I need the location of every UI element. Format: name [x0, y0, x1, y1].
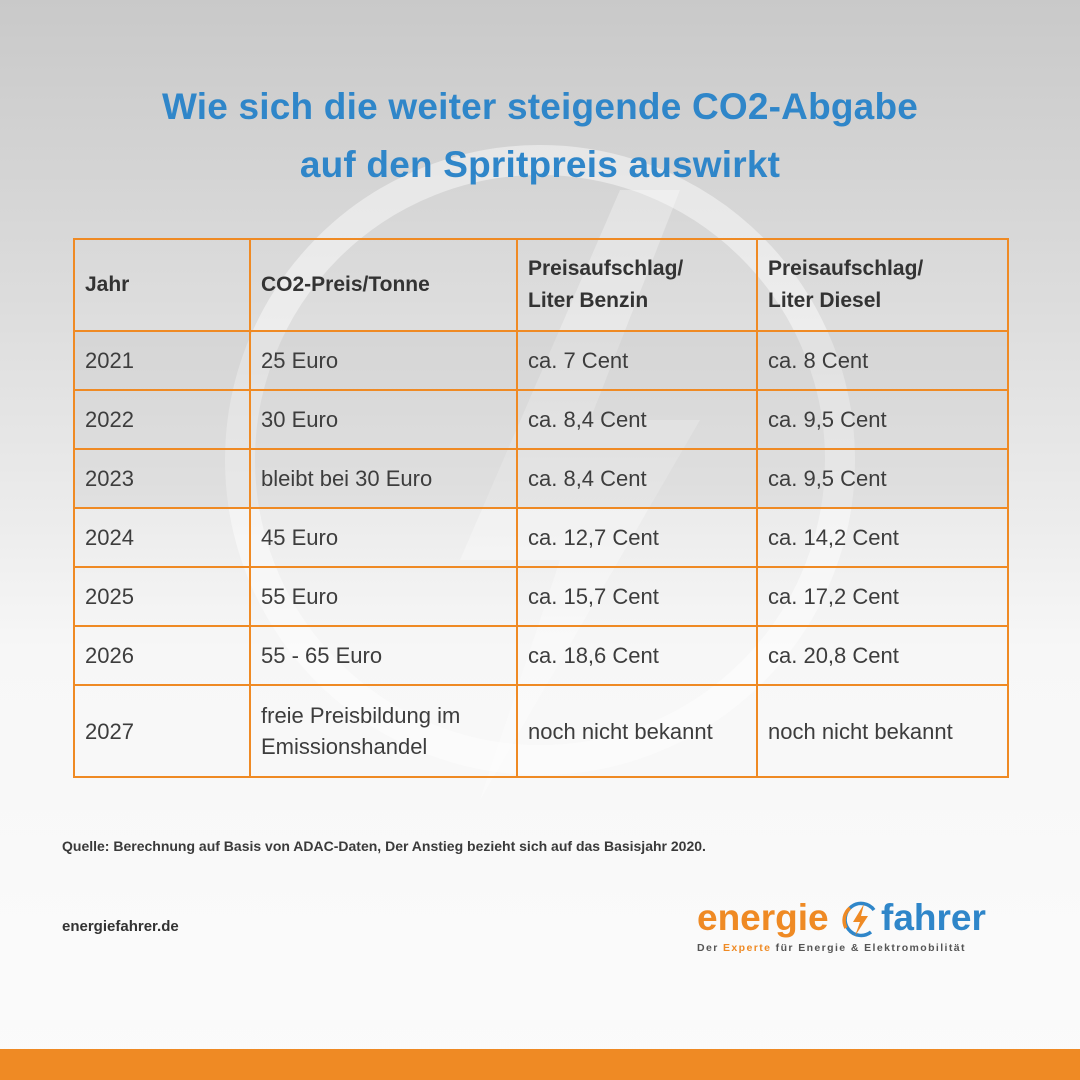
co2-price-table: Jahr CO2-Preis/Tonne Preisaufschlag/ Lit…: [73, 238, 1009, 778]
logo-word-energie: energie: [697, 897, 829, 938]
cell-diesel: ca. 20,8 Cent: [756, 625, 1009, 686]
cell-diesel: ca. 17,2 Cent: [756, 566, 1009, 627]
footer-orange-bar: [0, 1049, 1080, 1080]
table-header-row: Jahr CO2-Preis/Tonne Preisaufschlag/ Lit…: [73, 238, 1009, 332]
cell-co2-price-line-2: Emissionshandel: [261, 734, 428, 759]
cell-benzin: ca. 7 Cent: [516, 330, 758, 391]
cell-year: 2024: [73, 507, 251, 568]
cell-benzin: ca. 15,7 Cent: [516, 566, 758, 627]
header-benzin-line-1: Preisaufschlag/: [528, 257, 684, 280]
cell-diesel: ca. 8 Cent: [756, 330, 1009, 391]
table-row: 2027 freie Preisbildung im Emissionshand…: [73, 684, 1009, 778]
logo-tagline: Der Experte für Energie & Elektromobilit…: [697, 942, 966, 954]
header-diesel: Preisaufschlag/ Liter Diesel: [756, 238, 1009, 332]
header-benzin: Preisaufschlag/ Liter Benzin: [516, 238, 758, 332]
logo-word-fahrer: fahrer: [881, 897, 986, 938]
table-row: 2026 55 - 65 Euro ca. 18,6 Cent ca. 20,8…: [73, 625, 1009, 686]
title-line-2: auf den Spritpreis auswirkt: [299, 144, 781, 185]
energiefahrer-logo: energie fahrer Der Experte für Energie &…: [697, 896, 997, 962]
cell-benzin: ca. 8,4 Cent: [516, 448, 758, 509]
website-link[interactable]: energiefahrer.de: [62, 918, 179, 935]
title-line-1: Wie sich die weiter steigende CO2-Abgabe: [161, 86, 919, 127]
source-note: Quelle: Berechnung auf Basis von ADAC-Da…: [62, 838, 706, 854]
cell-co2-price: 55 - 65 Euro: [249, 625, 518, 686]
cell-benzin: ca. 18,6 Cent: [516, 625, 758, 686]
cell-diesel: ca. 14,2 Cent: [756, 507, 1009, 568]
cell-benzin: ca. 12,7 Cent: [516, 507, 758, 568]
header-diesel-line-1: Preisaufschlag/: [768, 257, 924, 280]
cell-year: 2023: [73, 448, 251, 509]
lightning-bolt-icon: [842, 901, 876, 938]
cell-co2-price: 30 Euro: [249, 389, 518, 450]
cell-diesel: ca. 9,5 Cent: [756, 389, 1009, 450]
cell-co2-price: 55 Euro: [249, 566, 518, 627]
cell-year: 2021: [73, 330, 251, 391]
header-year: Jahr: [73, 238, 251, 332]
cell-co2-price: bleibt bei 30 Euro: [249, 448, 518, 509]
cell-co2-price: 45 Euro: [249, 507, 518, 568]
tagline-bold: Experte: [723, 942, 772, 954]
cell-benzin: ca. 8,4 Cent: [516, 389, 758, 450]
table-row: 2025 55 Euro ca. 15,7 Cent ca. 17,2 Cent: [73, 566, 1009, 627]
cell-diesel: noch nicht bekannt: [756, 684, 1009, 778]
cell-co2-price-line-1: freie Preisbildung im: [261, 703, 461, 728]
table-row: 2022 30 Euro ca. 8,4 Cent ca. 9,5 Cent: [73, 389, 1009, 450]
cell-benzin: noch nicht bekannt: [516, 684, 758, 778]
cell-year: 2022: [73, 389, 251, 450]
tagline-pre: Der: [697, 942, 724, 954]
page-title: Wie sich die weiter steigende CO2-Abgabe…: [0, 78, 1080, 194]
header-co2-price: CO2-Preis/Tonne: [249, 238, 518, 332]
cell-co2-price: 25 Euro: [249, 330, 518, 391]
cell-year: 2026: [73, 625, 251, 686]
tagline-post: für Energie & Elektromobilität: [771, 942, 966, 954]
cell-year: 2025: [73, 566, 251, 627]
table-row: 2024 45 Euro ca. 12,7 Cent ca. 14,2 Cent: [73, 507, 1009, 568]
table-row: 2023 bleibt bei 30 Euro ca. 8,4 Cent ca.…: [73, 448, 1009, 509]
header-benzin-line-2: Liter Benzin: [528, 289, 649, 312]
header-diesel-line-2: Liter Diesel: [768, 289, 882, 312]
cell-co2-price: freie Preisbildung im Emissionshandel: [249, 684, 518, 778]
cell-diesel: ca. 9,5 Cent: [756, 448, 1009, 509]
cell-year: 2027: [73, 684, 251, 778]
table-row: 2021 25 Euro ca. 7 Cent ca. 8 Cent: [73, 330, 1009, 391]
